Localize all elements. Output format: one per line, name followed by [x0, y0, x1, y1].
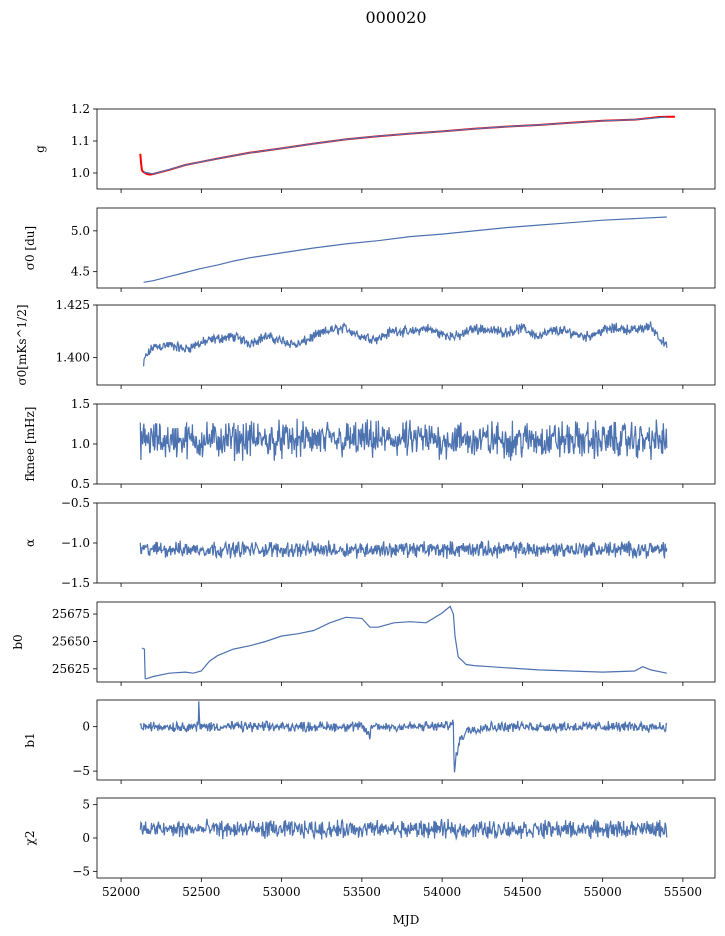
- y-tick-label: 1.5: [71, 397, 90, 411]
- x-tick-label: 53000: [263, 885, 301, 899]
- x-tick-label: 55500: [664, 885, 702, 899]
- y-tick-label: −0.5: [61, 496, 90, 510]
- series-line-sigma0_mks-0: [143, 321, 668, 367]
- y-tick-label: 0: [82, 831, 90, 845]
- panel-sigma0_mks: 1.400 1.425 σ0[mKs^1/2]: [15, 298, 716, 389]
- series-line-g-0: [139, 115, 675, 176]
- y-tick-label: 1.1: [71, 134, 90, 148]
- y-tick-label: 5.0: [71, 224, 90, 238]
- x-tick-label: 53500: [343, 885, 381, 899]
- series-line-b1-0: [139, 701, 668, 773]
- y-tick-label: 5: [82, 798, 90, 812]
- y-tick-label: 25675: [52, 607, 90, 621]
- y-axis-label: g: [33, 145, 47, 153]
- y-tick-label: −1.5: [61, 576, 90, 590]
- y-axis-label: χ2: [23, 831, 37, 846]
- x-axis-label: MJD: [393, 913, 420, 927]
- panel-b1: −5 0 b1: [23, 699, 716, 784]
- axes-frame: [96, 601, 716, 683]
- panel-chi2: −5 0 5 χ2 52000 52500 53000 53500 54000 54500 5500…: [23, 797, 716, 899]
- panel-g: 1.0 1.1 1.2 g: [33, 102, 716, 193]
- y-tick-label: −1.0: [61, 536, 90, 550]
- y-axis-label: b0: [11, 634, 25, 649]
- y-tick-label: 1.2: [71, 102, 90, 116]
- y-axis-label: σ0[mKs^1/2]: [15, 304, 29, 385]
- series-line-b0-0: [141, 605, 667, 680]
- axes-frame: [96, 207, 716, 289]
- y-tick-label: 1.0: [71, 166, 90, 180]
- x-tick-label: 54000: [423, 885, 461, 899]
- axes-frame: [96, 108, 716, 190]
- axes-frame: [96, 403, 716, 485]
- y-tick-label: 0.5: [71, 477, 90, 491]
- series-line-fknee-0: [139, 418, 668, 462]
- axes-frame: [96, 304, 716, 386]
- y-tick-label: −5: [72, 864, 90, 878]
- y-tick-label: 1.0: [71, 437, 90, 451]
- y-tick-label: 25625: [52, 662, 90, 676]
- figure-title: 000020: [365, 8, 426, 27]
- x-tick-label: 52500: [182, 885, 220, 899]
- x-tick-label: 55000: [584, 885, 622, 899]
- axes-frame: [96, 699, 716, 781]
- series-line-alpha-0: [139, 540, 668, 560]
- panel-b0: 25625 25650 25675 b0: [11, 601, 716, 686]
- y-tick-label: 1.400: [56, 351, 90, 365]
- y-axis-label: fknee [mHz]: [23, 407, 37, 482]
- panel-fknee: 0.5 1.0 1.5 fknee [mHz]: [23, 397, 716, 491]
- panels: 1.0 1.1 1.2 g 4.5 5.0 σ0 [du] 1.400 1.425 σ0[mKs^…: [11, 102, 716, 899]
- y-tick-label: 1.425: [56, 298, 90, 312]
- x-tick-label: 54500: [503, 885, 541, 899]
- series-line-g-1: [143, 116, 667, 175]
- y-tick-label: 4.5: [71, 265, 90, 279]
- y-tick-label: 25650: [52, 634, 90, 648]
- y-axis-label: b1: [23, 732, 37, 747]
- y-axis-label: σ0 [du]: [23, 226, 37, 270]
- series-line-sigma0_du-0: [143, 216, 667, 283]
- series-line-chi2-0: [139, 818, 668, 841]
- x-tick-label: 52000: [102, 885, 140, 899]
- y-tick-label: −5: [72, 764, 90, 778]
- y-axis-label: α: [23, 539, 37, 547]
- y-tick-label: 0: [82, 720, 90, 734]
- panel-alpha: −1.5 −1.0 −0.5 α: [23, 496, 716, 590]
- panel-sigma0_du: 4.5 5.0 σ0 [du]: [23, 207, 716, 292]
- axes-frame: [96, 797, 716, 879]
